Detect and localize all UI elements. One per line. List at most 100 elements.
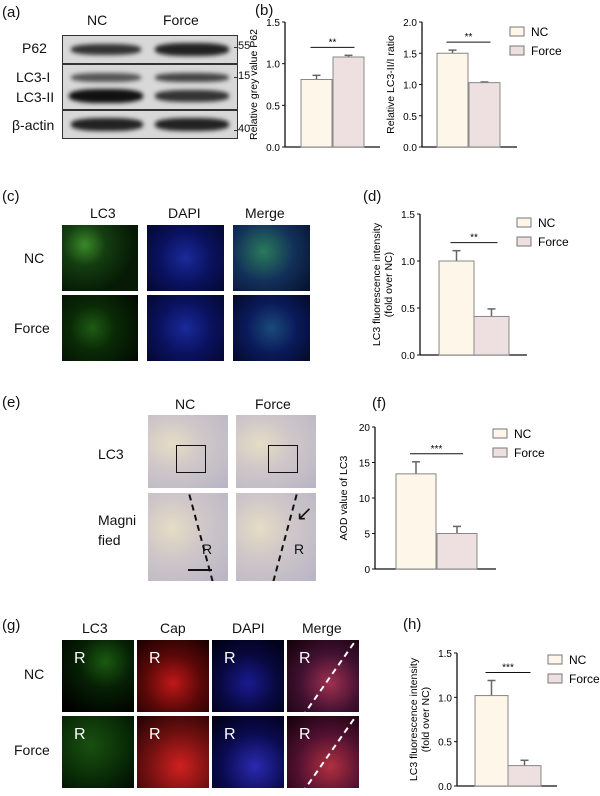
panel-label-f: (f) [372, 395, 387, 412]
legend-label-force: Force [569, 672, 600, 686]
e-header-nc: NC [175, 396, 196, 412]
arrow-icon: ↙ [296, 503, 313, 525]
legend-swatch-force [509, 45, 525, 56]
blot-row-lc3-i: LC3-I [16, 69, 51, 85]
e-image-force [236, 415, 316, 488]
y-tick-label: 1.0 [403, 81, 417, 92]
g-image-nc-cap: R [137, 640, 209, 712]
y-tick-label: 0.0 [401, 351, 415, 362]
significance-stars: ** [329, 37, 337, 48]
e-header-force: Force [255, 396, 291, 412]
c-header-lc3: LC3 [90, 205, 116, 221]
y-tick-label: 1.5 [266, 18, 280, 29]
bar-force [332, 56, 365, 148]
region-label-r: R [74, 726, 86, 743]
c-image-nc-merge [233, 225, 310, 291]
c-image-force-merge [233, 295, 310, 361]
blot-strip-beta-actin [62, 110, 238, 139]
y-tick-label: 1.0 [266, 60, 280, 71]
e-row-magnified: Magni fied [98, 512, 137, 548]
blot-strip-p62 [62, 35, 238, 64]
e-image-nc-magnified: R [148, 493, 228, 581]
y-tick-label: 20 [359, 423, 371, 434]
g-row-force: Force [14, 742, 50, 758]
y-tick-label: 1.0 [438, 693, 452, 704]
blot-row-lc3-ii: LC3-II [16, 89, 55, 105]
marker-55: 55 [233, 40, 251, 52]
c-image-force-dapi [147, 295, 224, 361]
e-row-lc3: LC3 [98, 446, 124, 462]
legend-swatch-force [492, 447, 508, 458]
bar-force [468, 82, 501, 148]
bar-nc [436, 52, 469, 148]
bar-force [473, 315, 510, 356]
y-tick-label: 1.5 [403, 49, 417, 60]
y-tick-label: 10 [359, 494, 371, 505]
legend-swatch-nc [547, 654, 563, 665]
g-image-nc-dapi: R [212, 640, 284, 712]
legend-swatch-nc [516, 217, 532, 228]
panel-label-e: (e) [2, 394, 21, 411]
legend-label-force: Force [538, 235, 569, 249]
region-label-r: R [294, 541, 305, 557]
marker-40: 40 [233, 123, 251, 135]
c-image-force-lc3 [62, 295, 138, 361]
g-image-force-dapi: R [212, 716, 284, 788]
y-tick-label: 0.5 [266, 101, 280, 112]
c-header-dapi: DAPI [168, 205, 201, 221]
panel-label-b: (b) [255, 2, 274, 19]
legend-label-force: Force [531, 44, 562, 58]
bar-force [507, 765, 542, 787]
region-label-r: R [74, 650, 86, 667]
c-image-nc-dapi [147, 225, 224, 291]
g-image-nc-lc3: R [62, 640, 134, 712]
legend-swatch-force [547, 673, 563, 684]
g-row-nc: NC [24, 666, 45, 682]
c-header-merge: Merge [245, 205, 285, 221]
legend-label-force: Force [514, 446, 545, 460]
legend-swatch-force [516, 236, 532, 247]
blot-row-beta-actin: β-actin [12, 117, 55, 133]
e-image-nc [148, 415, 228, 488]
panel-label-a: (a) [2, 4, 21, 21]
y-axis-label: LC3 fluorescence intensity [408, 657, 420, 781]
y-axis-label: AOD value of LC3 [338, 456, 350, 541]
g-header-merge: Merge [302, 620, 342, 636]
e-image-force-magnified: R ↙ [236, 493, 316, 581]
significance-stars: ** [470, 233, 478, 244]
g-image-force-merge: R [287, 716, 359, 788]
panel-label-d: (d) [363, 188, 382, 205]
blot-column-force: Force [163, 12, 199, 28]
bar-nc [300, 79, 333, 148]
region-label-r: R [224, 650, 236, 667]
y-tick-label: 5 [364, 530, 370, 541]
g-header-cap: Cap [160, 620, 186, 636]
significance-stars: *** [502, 662, 514, 673]
significance-stars: ** [465, 32, 473, 43]
marker-15: 15 [233, 70, 251, 82]
y-tick-label: 1.5 [438, 649, 452, 660]
g-image-force-lc3: R [62, 716, 134, 788]
legend-label-nc: NC [569, 653, 587, 667]
y-axis-label: (fold over NC) [383, 252, 395, 317]
c-row-force: Force [14, 320, 50, 336]
y-tick-label: 0.0 [266, 143, 280, 154]
y-tick-label: 2.0 [403, 18, 417, 29]
region-label-r: R [299, 726, 311, 743]
y-tick-label: 0.5 [403, 112, 417, 123]
y-tick-label: 1.5 [401, 210, 415, 221]
y-axis-label: Relative grey value P62 [248, 29, 260, 140]
y-tick-label: 15 [359, 459, 371, 470]
y-tick-label: 0.0 [438, 782, 452, 793]
legend-label-nc: NC [538, 216, 556, 230]
region-label-r: R [149, 650, 161, 667]
y-axis-label: LC3 fluorescence intensity [371, 222, 383, 346]
g-header-dapi: DAPI [232, 620, 265, 636]
panel-label-c: (c) [2, 188, 20, 205]
blot-column-nc: NC [87, 12, 108, 28]
y-axis-label: (fold over NC) [420, 687, 432, 752]
panel-label-g: (g) [2, 617, 21, 634]
region-label-r: R [224, 726, 236, 743]
